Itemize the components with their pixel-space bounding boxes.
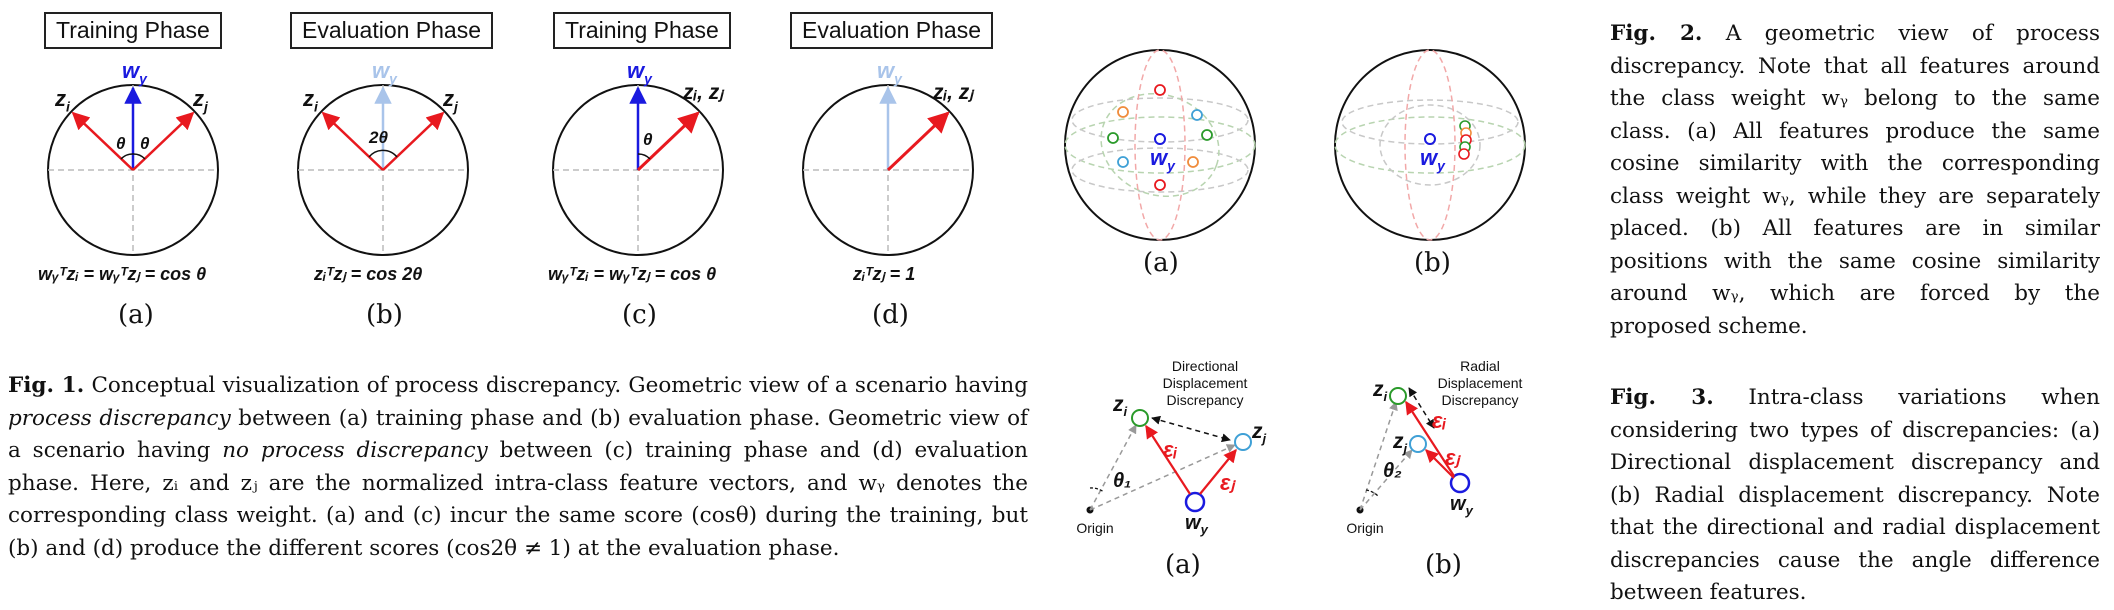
fig3a-wy: wy [1185, 512, 1208, 537]
fig3b-eps-j: εⱼ [1445, 445, 1460, 470]
zi-vector-a [71, 111, 134, 171]
fig3-sublabel-a: (a) [1165, 550, 1201, 580]
zj-label-b: zj [443, 86, 458, 115]
theta-right-a: θ [140, 134, 150, 153]
fig3-caption: Fig. 3. Intra-class variations when cons… [1610, 385, 2100, 605]
two-theta-b: 2θ [369, 128, 388, 147]
wy-label-sphere-a: wy [1150, 145, 1175, 174]
sphere-a [1064, 49, 1256, 241]
phase-label-a: Training Phase [44, 12, 222, 49]
fig3b-wy: wy [1450, 493, 1473, 518]
equation-b: zᵢᵀzⱼ = cos 2θ [314, 264, 423, 284]
fig3b-origin: Origin [1346, 520, 1384, 536]
panel-d-diagram [802, 84, 974, 256]
phase-label-c: Training Phase [553, 12, 731, 49]
fig3a-zi: zi [1113, 393, 1128, 420]
theta-left-a: θ [116, 134, 126, 153]
fig3-panel-b [1356, 387, 1471, 514]
sphere-b [1334, 49, 1526, 241]
equation-a: wᵧᵀzᵢ = wᵧᵀzⱼ = cos θ [38, 264, 207, 284]
zi-label-b: zi [303, 86, 318, 115]
zizj-vector-d [886, 111, 950, 172]
zi-vector-b [321, 111, 384, 171]
zizj-vector-c [636, 111, 700, 172]
equation-c: wᵧᵀzᵢ = wᵧᵀzⱼ = cos θ [548, 264, 717, 284]
fig1-diagrams [47, 84, 974, 256]
fig3b-theta: θ₂ [1383, 460, 1402, 482]
fig3a-zj: zj [1252, 420, 1267, 447]
fig1-caption: Fig. 1. Conceptual visualization of proc… [8, 373, 1028, 561]
wy-label-sphere-b: wy [1420, 145, 1445, 174]
zj-vector-a [132, 111, 195, 171]
theta-c: θ [643, 130, 653, 149]
zj-vector-b [382, 111, 445, 171]
fig3-sublabel-b: (b) [1425, 550, 1462, 580]
sublabel-c: (c) [622, 300, 657, 330]
fig2-diagrams [1064, 49, 1526, 241]
zizj-label-d: zᵢ, zⱼ [933, 81, 973, 104]
zizj-label-c: zᵢ, zⱼ [683, 81, 723, 104]
panel-a-diagram [47, 84, 219, 256]
zj-label-a: zj [193, 86, 208, 115]
equation-d: zᵢᵀzⱼ = 1 [853, 264, 916, 284]
wy-label-d: wy [877, 58, 902, 87]
zi-label-a: zi [55, 86, 70, 115]
panel-c-diagram [552, 84, 724, 256]
wy-label-c: wy [627, 58, 652, 87]
fig2-sublabel-a: (a) [1143, 248, 1179, 278]
sublabel-a: (a) [118, 300, 154, 330]
sublabel-d: (d) [872, 300, 909, 330]
sublabel-b: (b) [366, 300, 403, 330]
phase-label-d: Evaluation Phase [790, 12, 994, 49]
fig3b-title: Radial Displacement Discrepancy [1437, 358, 1523, 408]
panel-b-diagram [297, 84, 469, 256]
fig3a-eps-i: εᵢ [1163, 437, 1178, 462]
wy-label-a: wy [122, 58, 147, 87]
phase-label-b: Evaluation Phase [290, 12, 494, 49]
fig3a-eps-j: εⱼ [1220, 470, 1235, 495]
fig3-panel-a [1086, 409, 1252, 514]
fig2-caption: Fig. 2. A geometric view of process disc… [1610, 21, 2100, 339]
fig3-diagrams [1086, 387, 1471, 514]
fig3a-title: Directional Displacement Discrepancy [1162, 358, 1248, 408]
fig2-sublabel-b: (b) [1414, 248, 1451, 278]
fig3b-zi: zi [1373, 378, 1388, 405]
fig3b-eps-i: εᵢ [1432, 408, 1447, 433]
wy-label-b: wy [372, 58, 397, 87]
fig3a-theta: θ₁ [1113, 470, 1132, 492]
fig3a-origin: Origin [1076, 520, 1114, 536]
fig3b-zj: zj [1393, 430, 1408, 457]
